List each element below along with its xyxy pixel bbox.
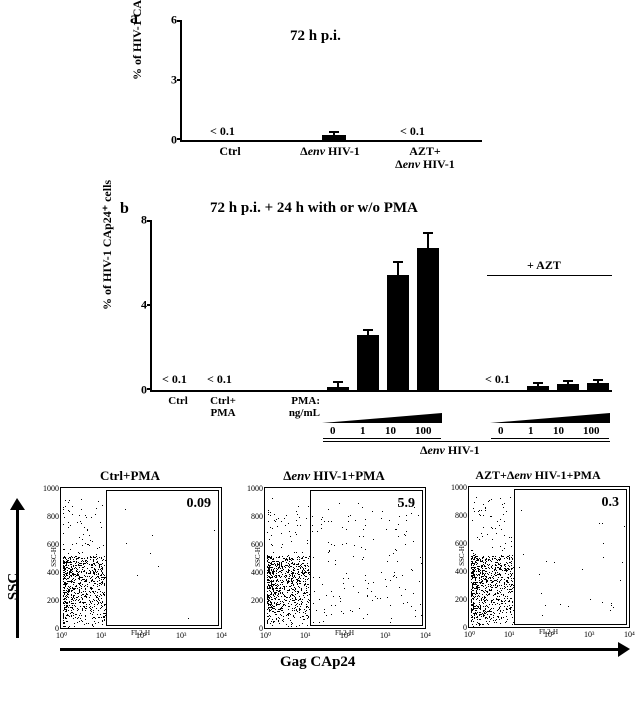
panel-a-ylabel: % of HIV-1 CAp24⁺ cells (130, 0, 145, 80)
error-cap (333, 381, 343, 383)
group-label: Δenv HIV-1 (420, 443, 480, 458)
error-cap (593, 379, 603, 381)
error-bar (397, 262, 399, 275)
y-internal: SSC-H (254, 547, 262, 567)
arrowhead-icon (10, 498, 25, 510)
dose: 1 (360, 425, 366, 437)
note: < 0.1 (400, 124, 425, 139)
dp-pct: 5.9 (398, 496, 416, 512)
dotplot-1: Ctrl+PMA 0.09 SSC-H FL2-H 02004006008001… (40, 468, 220, 629)
panel-b-ylabel: % of HIV-1 CAp24⁺ cells (100, 180, 115, 310)
error-cap (563, 380, 573, 382)
bar (587, 383, 609, 390)
figure-root: a 72 h p.i. % of HIV-1 CAp24⁺ cells 6 3 … (10, 10, 628, 629)
panel-b-label: b (120, 200, 129, 218)
ytick: 6 (171, 13, 177, 28)
bar (387, 275, 409, 390)
panel-b: b 72 h p.i. + 24 h with or w/o PMA % of … (70, 200, 630, 460)
dose: 10 (553, 425, 564, 437)
error-cap (393, 261, 403, 263)
y-internal: SSC-H (458, 546, 466, 566)
dose: 0 (498, 425, 504, 437)
dose: 100 (583, 425, 600, 437)
ytick: 0 (141, 383, 147, 398)
note: < 0.1 (162, 372, 187, 387)
dose-wedge-icon (490, 413, 610, 423)
bar (327, 387, 349, 390)
underline (491, 438, 609, 439)
ytick: 8 (141, 213, 147, 228)
dotplot-2: Δenv HIV-1+PMA 5.9 SSC-H FL2-H 020040060… (244, 468, 424, 629)
pma-label: PMA:ng/mL (270, 395, 320, 419)
error-cap (363, 329, 373, 331)
dp-pct: 0.09 (187, 496, 212, 512)
dose: 1 (528, 425, 534, 437)
dose: 100 (415, 425, 432, 437)
azt-line (487, 275, 612, 276)
panel-a: a 72 h p.i. % of HIV-1 CAp24⁺ cells 6 3 … (110, 10, 530, 190)
panel-a-chart: 6 3 0 < 0.1 < 0.1 (180, 20, 482, 142)
dp-area: 0.3 SSC-H FL2-H 0200400600800100010⁰10¹1… (468, 486, 630, 628)
xlabel: Ctrl (158, 395, 198, 407)
error-cap (329, 131, 339, 133)
dose: 0 (330, 425, 336, 437)
note: < 0.1 (485, 372, 510, 387)
dp-title: Ctrl+PMA (40, 468, 220, 484)
dp-pct: 0.3 (602, 495, 620, 511)
error-cap (423, 232, 433, 234)
underline (323, 438, 441, 439)
panel-b-chart: 8 4 0 + AZT < 0.1 < 0.1 < 0.1 (150, 220, 612, 392)
error-bar (427, 233, 429, 248)
xlabel: Ctrl (205, 145, 255, 158)
xlabel: AZT+Δenv HIV-1 (380, 145, 470, 171)
dp-title: Δenv HIV-1+PMA (244, 468, 424, 484)
ssc-label: SSC (5, 573, 22, 601)
bar (322, 135, 346, 140)
panel-b-title: 72 h p.i. + 24 h with or w/o PMA (210, 200, 418, 217)
dp-area: 0.09 SSC-H FL2-H 0200400600800100010⁰10¹… (60, 487, 222, 629)
dose-wedge-icon (322, 413, 442, 423)
gag-arrow (60, 648, 620, 651)
group-underline (323, 441, 610, 442)
note: < 0.1 (207, 372, 232, 387)
gag-label: Gag CAp24 (280, 654, 355, 671)
dose: 10 (385, 425, 396, 437)
dp-title: AZT+Δenv HIV-1+PMA (448, 468, 628, 483)
dotplot-3: AZT+Δenv HIV-1+PMA 0.3 SSC-H FL2-H 02004… (448, 468, 628, 629)
bar (527, 386, 549, 390)
dp-area: 5.9 SSC-H FL2-H 0200400600800100010⁰10¹1… (264, 487, 426, 629)
bar (417, 248, 439, 390)
bar (557, 384, 579, 390)
error-cap (533, 382, 543, 384)
note: < 0.1 (210, 124, 235, 139)
azt-label: + AZT (527, 258, 561, 273)
arrowhead-icon (618, 642, 630, 657)
dotplots-row: SSC Ctrl+PMA 0.09 SSC-H FL2-H 0200400600… (10, 468, 628, 629)
ytick: 3 (171, 73, 177, 88)
ytick: 4 (141, 298, 147, 313)
xlabel: Ctrl+PMA (198, 395, 248, 419)
xlabel: Δenv HIV-1 (290, 145, 370, 158)
y-internal: SSC-H (50, 547, 58, 567)
bar (357, 335, 379, 390)
ytick: 0 (171, 133, 177, 148)
